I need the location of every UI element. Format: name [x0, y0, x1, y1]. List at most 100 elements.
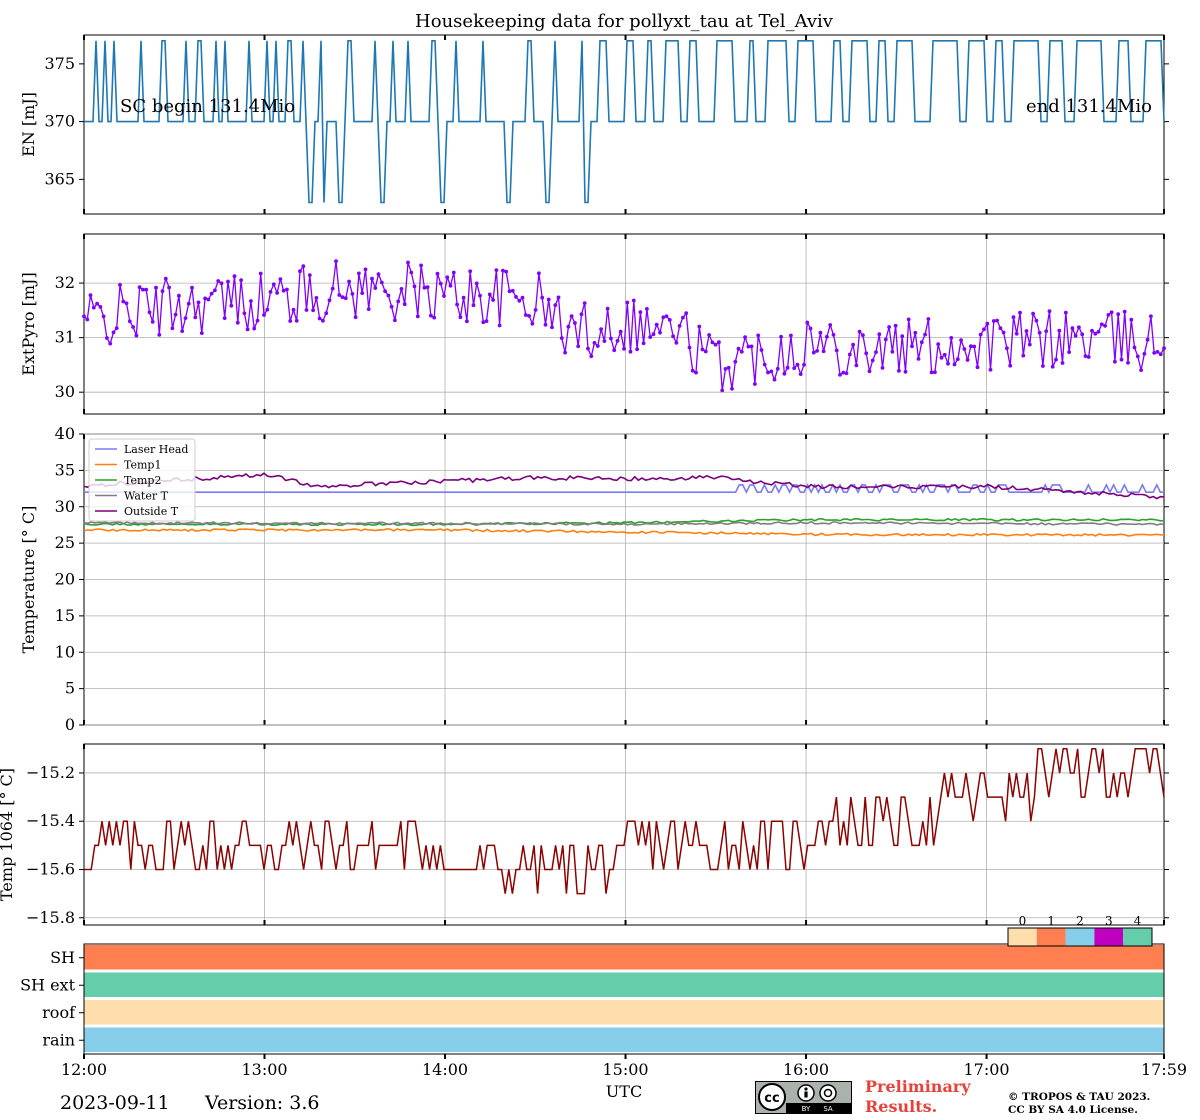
extpyro-point-149: [569, 314, 574, 318]
extpyro-point-328: [1155, 350, 1160, 354]
energy-series-line: [84, 40, 1165, 204]
extpyro-point-71: [314, 296, 319, 300]
footer-version: Version: 3.6: [205, 1092, 320, 1114]
extpyro-point-318: [1122, 309, 1127, 314]
extpyro-point-152: [579, 312, 584, 317]
extpyro-point-23: [157, 333, 162, 337]
extpyro-point-271: [969, 344, 973, 349]
extpyro-point-186: [690, 368, 695, 373]
extpyro-point-275: [982, 327, 986, 332]
extpyro-point-299: [1060, 361, 1065, 365]
extpyro-point-95: [393, 318, 397, 323]
extpyro-point-77: [334, 259, 338, 264]
extpyro-point-248: [893, 323, 898, 328]
extpyro-point-22: [154, 285, 158, 290]
extpyro-point-98: [402, 302, 407, 307]
extpyro-point-296: [1050, 364, 1055, 369]
extpyro-point-193: [713, 342, 718, 347]
extpyro-point-196: [723, 367, 728, 371]
extpyro-point-32: [186, 301, 191, 306]
extpyro-point-230: [834, 348, 839, 353]
extpyro-point-183: [681, 315, 685, 320]
extpyro-point-108: [435, 271, 440, 276]
extpyro-point-251: [903, 369, 908, 374]
extpyro-point-18: [141, 287, 145, 292]
extpyro-point-191: [707, 333, 711, 337]
temperature-ylabel: Temperature [° C]: [19, 506, 38, 654]
extpyro-point-47: [235, 320, 240, 325]
extpyro-point-91: [379, 280, 384, 285]
extpyro-panel: 30 31 32 ExtPyro [mJ]: [19, 233, 1169, 415]
extpyro-point-89: [373, 286, 378, 290]
extpyro-point-53: [255, 318, 260, 323]
extpyro-point-78: [337, 293, 342, 297]
extpyro-point-222: [808, 326, 813, 331]
extpyro-point-259: [929, 370, 934, 375]
extpyro-point-224: [815, 349, 819, 353]
extpyro-point-123: [484, 319, 489, 323]
extpyro-point-131: [510, 288, 515, 293]
extpyro-point-327: [1152, 351, 1157, 355]
extpyro-point-212: [775, 366, 780, 371]
extpyro-point-194: [717, 340, 721, 345]
extpyro-point-198: [730, 386, 734, 391]
extpyro-point-141: [543, 322, 548, 327]
extpyro-ytick-label-0: 30: [55, 382, 75, 401]
legend-label-2: Temp2: [124, 474, 161, 487]
extpyro-point-153: [582, 301, 587, 305]
extpyro-point-132: [514, 295, 518, 299]
extpyro-point-72: [317, 316, 322, 321]
extpyro-point-213: [779, 334, 783, 339]
extpyro-point-292: [1037, 330, 1042, 335]
extpyro-point-20: [147, 310, 152, 315]
extpyro-point-235: [851, 342, 855, 347]
extpyro-point-48: [239, 278, 244, 282]
extpyro-point-167: [628, 349, 633, 354]
extpyro-point-254: [913, 330, 918, 335]
extpyro-point-88: [370, 276, 374, 281]
temperature-series-outside-t: [83, 472, 1165, 500]
extpyro-point-301: [1067, 350, 1071, 354]
extpyro-point-278: [991, 319, 996, 323]
extpyro-point-128: [501, 268, 505, 273]
extpyro-point-140: [540, 295, 545, 300]
extpyro-point-64: [291, 307, 296, 312]
colorbar-label-1: 1: [1047, 914, 1055, 928]
extpyro-point-68: [304, 308, 309, 312]
extpyro-point-173: [648, 335, 653, 339]
extpyro-point-5: [98, 305, 103, 309]
temperature-ytick-label-4: 20: [55, 570, 75, 589]
legend-box: [88, 438, 196, 522]
extpyro-point-25: [163, 276, 168, 281]
extpyro-point-34: [193, 315, 198, 320]
temp1064-ytick-label-0: −15.8: [26, 908, 75, 927]
extpyro-point-106: [429, 313, 433, 318]
cc-license-badge[interactable]: cc BY SA: [755, 1081, 852, 1114]
extpyro-frame: [83, 233, 1165, 415]
extpyro-point-293: [1041, 364, 1045, 368]
extpyro-point-83: [353, 315, 358, 320]
extpyro-point-329: [1158, 352, 1163, 357]
extpyro-point-319: [1126, 360, 1130, 365]
extpyro-point-170: [638, 310, 643, 314]
extpyro-point-244: [880, 366, 885, 370]
legend-label-1: Temp1: [124, 459, 161, 472]
extpyro-point-11: [118, 283, 122, 287]
extpyro-point-117: [465, 319, 469, 324]
temperature-ytick-label-2: 10: [55, 642, 75, 661]
extpyro-point-284: [1011, 315, 1016, 320]
extpyro-point-15: [131, 325, 136, 329]
extpyro-point-280: [998, 326, 1003, 331]
extpyro-point-324: [1142, 351, 1147, 356]
extpyro-point-166: [625, 300, 630, 305]
extpyro-point-151: [576, 344, 581, 349]
extpyro-point-309: [1093, 331, 1098, 336]
extpyro-point-307: [1086, 355, 1091, 359]
x-tick-label-2: 14:00: [422, 1060, 468, 1079]
extpyro-point-202: [743, 335, 747, 340]
extpyro-point-208: [762, 362, 767, 367]
extpyro-point-279: [995, 318, 999, 323]
extpyro-point-286: [1018, 310, 1022, 315]
extpyro-point-51: [249, 299, 253, 303]
